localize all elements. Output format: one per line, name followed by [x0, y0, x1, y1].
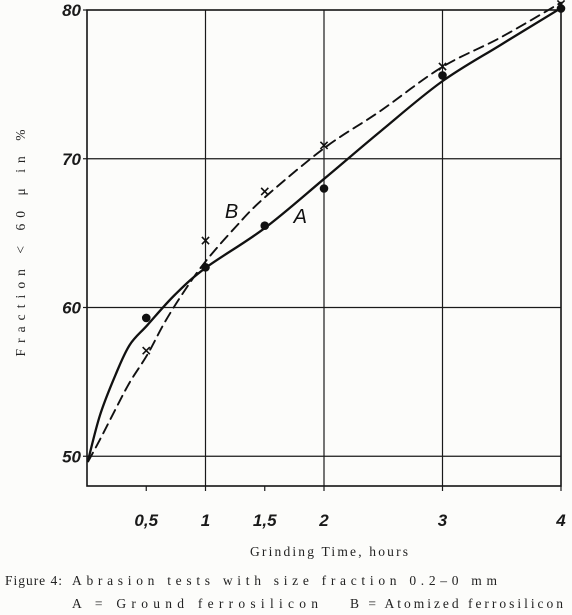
- series-a-point: [319, 184, 329, 193]
- caption-figure-label: Figure 4:: [5, 573, 62, 588]
- series-b-point: [556, 0, 566, 9]
- x-tick-label: 1: [201, 511, 210, 530]
- series-a-point: [141, 313, 151, 323]
- series-a-point: [556, 4, 566, 13]
- x-axis-label: Grinding Time, hours: [250, 544, 408, 559]
- y-axis-label: Fraction < 60 μ in %: [13, 130, 28, 357]
- x-tick-label: 2: [318, 511, 329, 530]
- caption-key-b: B = Atomized ferrosilicon: [350, 596, 563, 611]
- y-tick-label: 80: [62, 1, 81, 20]
- series-b-label: B: [225, 201, 238, 223]
- series-layer: AB: [87, 0, 566, 463]
- series-b-point: [142, 346, 151, 355]
- series-b-point: [201, 236, 210, 245]
- series-a-label: A: [293, 206, 307, 228]
- series-a-curve: [87, 6, 563, 462]
- x-tick-label: 4: [555, 511, 566, 530]
- tick-layer: 0,5 1 1,5 2 3 4 50 60 70 80: [62, 1, 566, 530]
- y-tick-label: 50: [62, 447, 81, 466]
- series-a-point: [438, 71, 447, 80]
- series-b-point: [438, 62, 447, 71]
- grid-layer: [87, 10, 561, 486]
- series-a-point: [260, 221, 270, 230]
- caption-title: Abrasion tests with size fraction 0.2–0 …: [72, 573, 497, 588]
- series-b-point: [319, 141, 329, 150]
- y-tick-label: 70: [62, 150, 81, 169]
- y-tick-label: 60: [62, 299, 81, 318]
- series-b-curve: [87, 1, 562, 463]
- series-b-point: [260, 187, 269, 196]
- series-b: B: [87, 0, 566, 463]
- x-tick-label: 0,5: [134, 511, 158, 530]
- x-tick-label: 1,5: [253, 511, 277, 530]
- series-a: A: [87, 4, 566, 462]
- caption-key-a: A = Ground ferrosilicon: [72, 596, 318, 611]
- x-tick-label: 3: [438, 511, 448, 530]
